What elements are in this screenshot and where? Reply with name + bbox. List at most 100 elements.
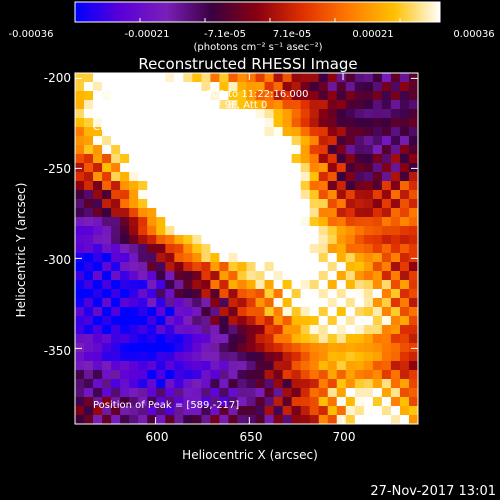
heatmap-cell xyxy=(120,415,130,424)
heatmap-cell xyxy=(381,262,392,272)
heatmap-cell xyxy=(318,199,329,209)
heatmap-cell xyxy=(363,100,374,110)
y-tick-label: -250 xyxy=(44,162,71,176)
heatmap-cell xyxy=(192,316,202,326)
heatmap-cell xyxy=(120,361,130,371)
heatmap-cell xyxy=(111,298,121,308)
heatmap-cell xyxy=(201,100,211,110)
heatmap-cell xyxy=(147,208,157,218)
heatmap-cell xyxy=(138,361,148,371)
heatmap-cell xyxy=(291,379,302,389)
heatmap-cell xyxy=(84,334,94,344)
heatmap-cell xyxy=(237,145,248,155)
heatmap-cell xyxy=(84,145,94,155)
heatmap-cell xyxy=(84,82,94,92)
heatmap-cell xyxy=(192,217,202,227)
heatmap-cell xyxy=(399,208,410,218)
heatmap-cell xyxy=(381,253,392,263)
heatmap-cell xyxy=(381,307,392,317)
heatmap-cell xyxy=(255,316,266,326)
heatmap-cell xyxy=(219,136,230,146)
heatmap-cell xyxy=(129,190,139,200)
heatmap-cell xyxy=(282,406,293,416)
heatmap-cell xyxy=(219,307,230,317)
heatmap-cell xyxy=(390,289,401,299)
heatmap-cell xyxy=(309,118,320,128)
heatmap-cell xyxy=(318,253,329,263)
heatmap-cell xyxy=(390,343,401,353)
heatmap-cell xyxy=(291,109,302,119)
heatmap-cell xyxy=(120,208,130,218)
heatmap-cell xyxy=(192,172,202,182)
heatmap-cell xyxy=(264,145,275,155)
heatmap-cell xyxy=(408,370,418,380)
heatmap-cell xyxy=(165,109,175,119)
heatmap-cell xyxy=(120,82,130,92)
heatmap-cell xyxy=(363,82,374,92)
heatmap-cell xyxy=(336,415,347,424)
heatmap-cell xyxy=(399,379,410,389)
heatmap-cell xyxy=(129,280,139,290)
heatmap-cell xyxy=(336,181,347,191)
heatmap-cell xyxy=(228,406,239,416)
heatmap-cell xyxy=(291,415,302,424)
heatmap-cell xyxy=(120,235,130,245)
heatmap-cell xyxy=(363,262,374,272)
heatmap-cell xyxy=(309,397,320,407)
heatmap-cell xyxy=(273,271,284,281)
heatmap-cell xyxy=(408,397,418,407)
heatmap-cell xyxy=(291,406,302,416)
heatmap-cell xyxy=(246,190,257,200)
heatmap-cell xyxy=(291,163,302,173)
heatmap-cell xyxy=(390,73,401,83)
heatmap-cell xyxy=(183,388,193,398)
heatmap-cell xyxy=(327,100,338,110)
heatmap-cell xyxy=(300,199,311,209)
heatmap-cell xyxy=(327,343,338,353)
heatmap-cell xyxy=(282,118,293,128)
heatmap-cell xyxy=(183,145,193,155)
heatmap-cell xyxy=(246,334,257,344)
heatmap-cell xyxy=(228,343,239,353)
heatmap-cell xyxy=(408,244,418,254)
heatmap-cell xyxy=(219,316,230,326)
heatmap-cell xyxy=(174,127,184,137)
heatmap-cell xyxy=(75,397,85,407)
heatmap-cell xyxy=(282,208,293,218)
heatmap-cell xyxy=(111,91,121,101)
heatmap-cell xyxy=(345,415,356,424)
heatmap-cell xyxy=(327,172,338,182)
heatmap-cell xyxy=(345,280,356,290)
heatmap-cell xyxy=(408,190,418,200)
heatmap-cell xyxy=(255,109,266,119)
heatmap-cell xyxy=(327,298,338,308)
heatmap-cell xyxy=(210,262,221,272)
heatmap-cell xyxy=(318,118,329,128)
heatmap-cell xyxy=(381,154,392,164)
heatmap-cell xyxy=(192,415,202,424)
heatmap-cell xyxy=(147,325,157,335)
heatmap-cell xyxy=(210,145,221,155)
heatmap-cell xyxy=(228,361,239,371)
heatmap-cell xyxy=(318,325,329,335)
heatmap-cell xyxy=(237,325,248,335)
heatmap-cell xyxy=(129,136,139,146)
heatmap-cell xyxy=(111,280,121,290)
heatmap-cell xyxy=(84,406,94,416)
heatmap-cell xyxy=(372,217,383,227)
heatmap-cell xyxy=(291,334,302,344)
heatmap-cell xyxy=(309,262,320,272)
heatmap-cell xyxy=(264,181,275,191)
heatmap-cell xyxy=(399,217,410,227)
heatmap-cell xyxy=(219,262,230,272)
heatmap-cell xyxy=(345,325,356,335)
heatmap-cell xyxy=(363,379,374,389)
heatmap-cell xyxy=(192,91,202,101)
heatmap-cell xyxy=(201,199,211,209)
heatmap-cell xyxy=(192,388,202,398)
heatmap-cell xyxy=(282,226,293,236)
heatmap-cell xyxy=(120,262,130,272)
heatmap-cell xyxy=(291,397,302,407)
heatmap-cell xyxy=(372,226,383,236)
heatmap-cell xyxy=(138,181,148,191)
